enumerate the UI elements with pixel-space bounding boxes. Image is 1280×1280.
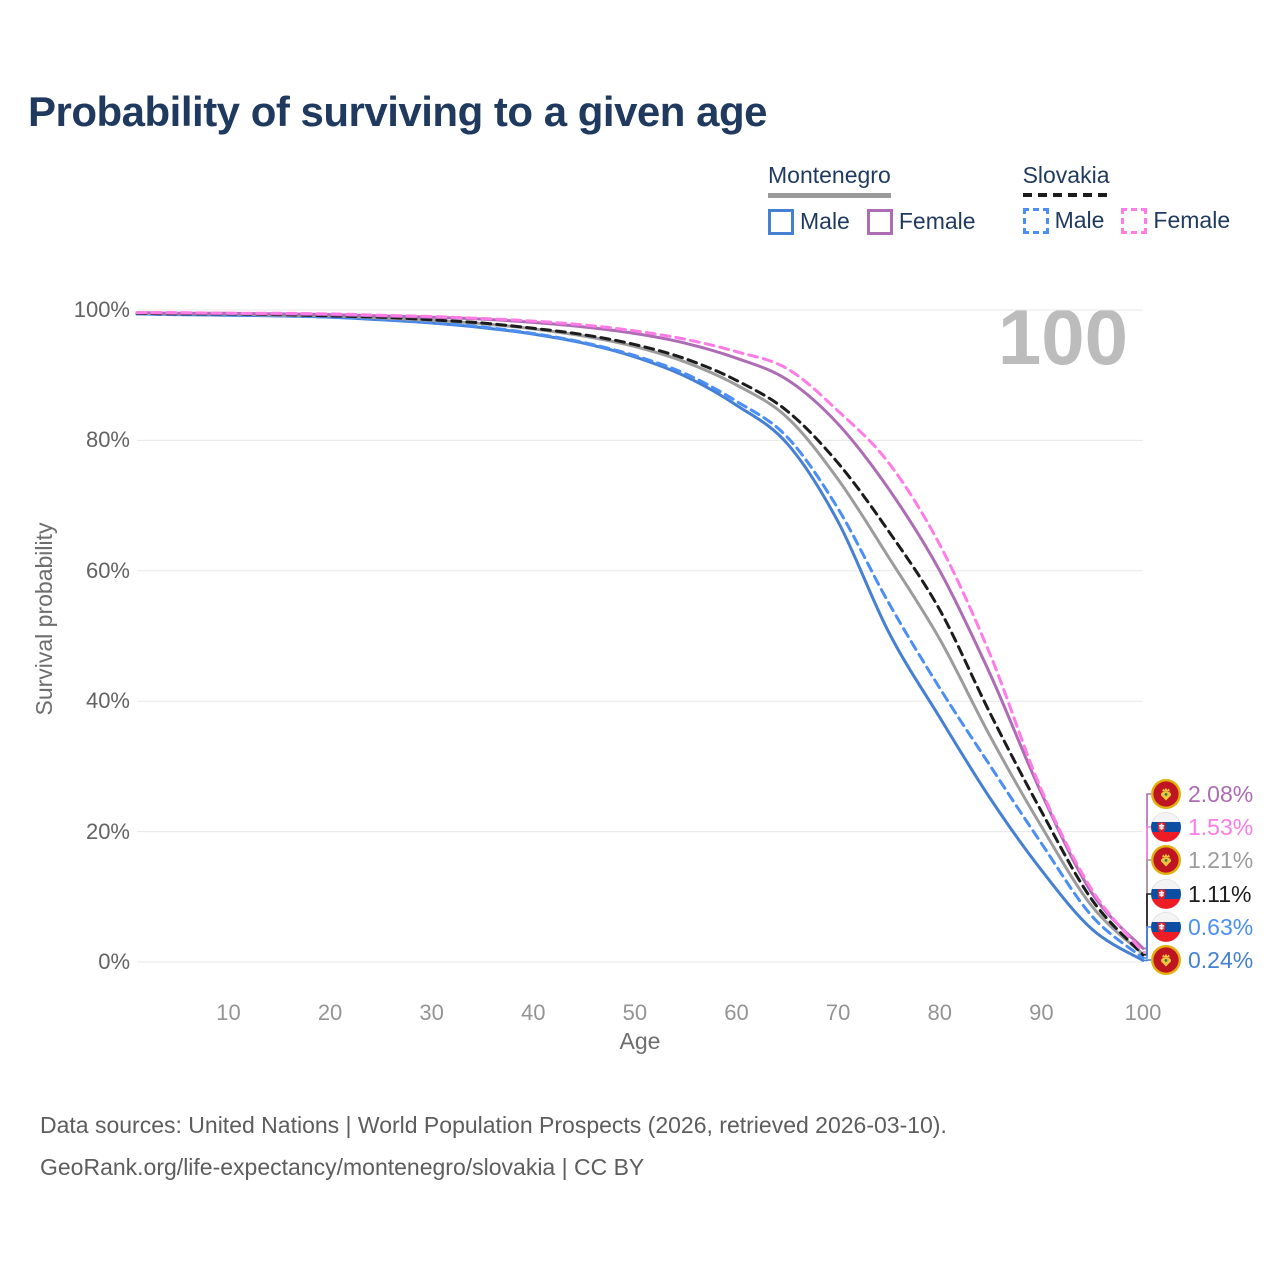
y-tick-label-80: 80% bbox=[85, 427, 130, 453]
montenegro-flag-icon bbox=[1151, 779, 1181, 809]
x-tick-label-100: 100 bbox=[1124, 1000, 1162, 1025]
y-tick-label-40: 40% bbox=[85, 688, 130, 714]
chart-footer: Data sources: United Nations | World Pop… bbox=[40, 1104, 947, 1188]
legend-item-montenegro-female[interactable]: Female bbox=[866, 208, 976, 235]
x-tick-label-30: 30 bbox=[419, 1000, 444, 1025]
line-slovakia-all bbox=[135, 311, 1145, 957]
x-tick-label-20: 20 bbox=[317, 1000, 343, 1025]
end-label-montenegro-all: 1.21% bbox=[1151, 845, 1253, 875]
end-label-slovakia-female: 1.53% bbox=[1151, 812, 1253, 842]
end-label-slovakia-all: 1.11% bbox=[1151, 879, 1252, 909]
age-counter-watermark: 100 bbox=[997, 293, 1128, 381]
y-axis-title: Survival probability bbox=[31, 522, 57, 716]
x-tick-label-80: 80 bbox=[927, 1000, 952, 1025]
legend-item-label: Male bbox=[800, 208, 850, 234]
legend-group-title: Slovakia bbox=[1022, 162, 1110, 188]
legend-swatch-icon bbox=[1121, 207, 1148, 234]
legend-swatch-icon bbox=[1022, 207, 1049, 234]
x-tick-label-10: 10 bbox=[216, 1000, 241, 1025]
slovakia-flag-icon bbox=[1151, 812, 1181, 842]
end-label-value: 0.24% bbox=[1188, 946, 1254, 973]
legend-item-slovakia-male[interactable]: Male bbox=[1022, 207, 1105, 234]
legend-item-label: Male bbox=[1054, 207, 1105, 233]
legend-group-underline-solid bbox=[768, 193, 891, 198]
x-tick-label-90: 90 bbox=[1029, 1000, 1054, 1025]
x-tick-label-60: 60 bbox=[724, 1000, 749, 1025]
end-label-value: 1.11% bbox=[1188, 880, 1252, 907]
line-slovakia-male bbox=[135, 312, 1145, 960]
legend-group-slovakia: Slovakia Male Female bbox=[1022, 162, 1248, 235]
end-label-montenegro-male: 0.24% bbox=[1151, 945, 1253, 975]
end-label-value: 1.21% bbox=[1188, 846, 1254, 873]
line-montenegro-all bbox=[135, 311, 1145, 956]
data-sources-line: Data sources: United Nations | World Pop… bbox=[40, 1112, 947, 1138]
legend-swatch-icon bbox=[768, 208, 794, 235]
legend-item-montenegro-male[interactable]: Male bbox=[768, 208, 850, 235]
x-tick-label-50: 50 bbox=[622, 1000, 648, 1025]
attribution-line: GeoRank.org/life-expectancy/montenegro/s… bbox=[40, 1154, 645, 1180]
legend-swatch-icon bbox=[866, 208, 893, 235]
legend-item-label: Female bbox=[1153, 207, 1231, 233]
y-tick-label-60: 60% bbox=[85, 557, 130, 583]
end-label-connector-slovakia-all bbox=[1143, 893, 1151, 956]
montenegro-flag-icon bbox=[1151, 845, 1181, 875]
legend-item-label: Female bbox=[898, 208, 976, 234]
x-tick-label-40: 40 bbox=[521, 1000, 546, 1025]
end-label-value: 0.63% bbox=[1188, 913, 1254, 940]
end-label-value: 1.53% bbox=[1188, 813, 1254, 840]
slovakia-flag-icon bbox=[1151, 912, 1181, 942]
montenegro-flag-icon bbox=[1151, 945, 1181, 975]
y-tick-label-100: 100% bbox=[73, 297, 130, 322]
legend-group-montenegro: Montenegro Male Female bbox=[768, 162, 993, 235]
line-montenegro-male bbox=[135, 312, 1145, 962]
x-tick-label-70: 70 bbox=[825, 1000, 851, 1025]
chart-title: Probability of surviving to a given age bbox=[28, 88, 767, 135]
x-axis-title: Age bbox=[619, 1028, 661, 1054]
end-label-montenegro-female: 2.08% bbox=[1151, 779, 1253, 809]
legend-item-slovakia-female[interactable]: Female bbox=[1121, 207, 1230, 234]
chart-legend: Montenegro Male Female Slovakia Male Female bbox=[768, 162, 1247, 235]
slovakia-flag-icon bbox=[1151, 879, 1181, 909]
legend-group-title: Montenegro bbox=[768, 162, 891, 188]
line-slovakia-female bbox=[135, 311, 1145, 954]
end-label-value: 2.08% bbox=[1188, 780, 1254, 807]
line-montenegro-female bbox=[135, 311, 1145, 950]
y-tick-label-20: 20% bbox=[85, 818, 130, 844]
end-label-connector-slovakia-male bbox=[1143, 926, 1151, 959]
legend-group-underline-dashed bbox=[1022, 193, 1110, 197]
end-label-slovakia-male: 0.63% bbox=[1151, 912, 1253, 942]
y-tick-label-0: 0% bbox=[98, 949, 130, 974]
